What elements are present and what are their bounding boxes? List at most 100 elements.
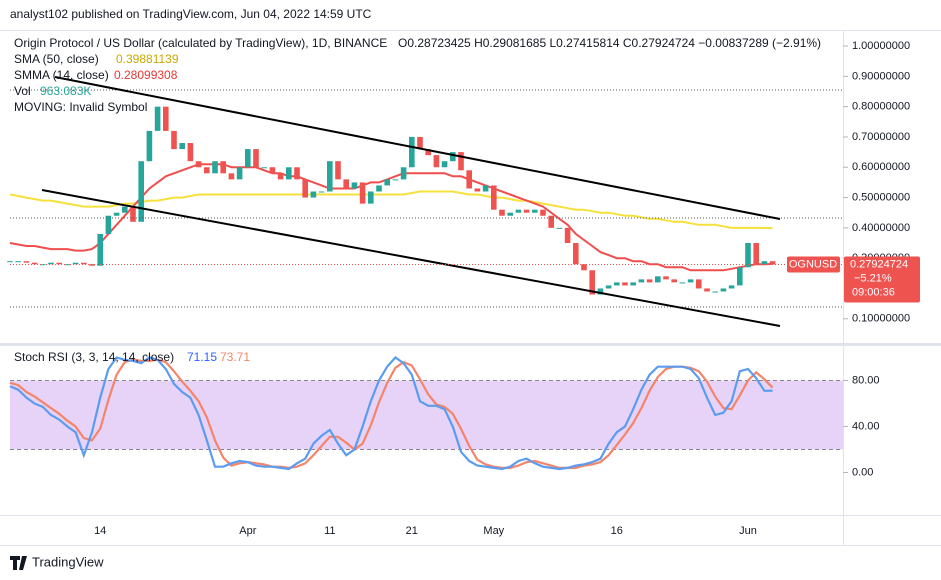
y-tick-label: 0.60000000	[852, 161, 910, 173]
candle	[491, 185, 497, 210]
time-axis-border	[0, 515, 941, 516]
candle	[204, 167, 210, 174]
candle	[236, 167, 243, 180]
candle	[646, 279, 653, 283]
candle	[753, 243, 759, 265]
x-tick-label: 11	[324, 525, 335, 537]
candle	[655, 276, 661, 283]
y-tick-label: 0.70000000	[852, 131, 910, 143]
logo	[10, 556, 27, 570]
stoch-line	[9, 356, 773, 471]
sma-value: 0.39881139	[116, 52, 179, 66]
candle	[466, 170, 472, 189]
candle	[343, 179, 349, 189]
symbol-box	[787, 256, 840, 273]
candle	[769, 261, 776, 265]
axis-border	[843, 30, 844, 545]
candle	[622, 282, 628, 286]
candle	[7, 261, 13, 263]
candle	[548, 215, 554, 228]
candle	[286, 167, 292, 180]
candle	[589, 270, 595, 295]
header: analyst102 published on TradingView.com,…	[10, 7, 372, 21]
stoch-line	[9, 358, 774, 470]
candle	[712, 291, 718, 293]
change-label: −5.21%	[854, 272, 892, 284]
note: MOVING: Invalid Symbol	[14, 100, 147, 114]
candle	[482, 185, 489, 192]
candle	[556, 227, 563, 229]
candle	[417, 136, 423, 150]
candle	[728, 285, 735, 289]
candle	[696, 279, 702, 289]
vol-name: Vol	[14, 84, 31, 98]
price-label: 0.27924724	[850, 258, 908, 270]
candle	[720, 288, 727, 292]
candle	[359, 182, 366, 204]
candle	[318, 191, 325, 193]
candle	[15, 261, 21, 263]
y-tick-label: 40.00	[852, 420, 880, 432]
brand: TradingView	[10, 554, 104, 570]
candle	[704, 288, 710, 292]
stoch-title: Stoch RSI (3, 3, 14, 14, close)	[14, 350, 174, 364]
x-tick-label: 14	[94, 525, 106, 537]
candle	[138, 161, 144, 222]
candle	[171, 130, 177, 150]
ma-line	[9, 163, 773, 272]
border	[0, 30, 941, 31]
x-tick-label: May	[483, 525, 504, 537]
candle	[335, 161, 341, 180]
candle	[425, 149, 431, 156]
candle	[368, 191, 374, 204]
candle	[400, 167, 407, 180]
ohlc: O0.28723425 H0.29081685 L0.27415814 C0.2…	[398, 36, 821, 50]
candle	[163, 106, 169, 131]
smma-name: SMMA (14, close)	[14, 68, 109, 82]
candle	[433, 155, 440, 168]
candle	[81, 262, 87, 265]
candle	[245, 149, 251, 168]
candle	[146, 130, 153, 162]
candle	[48, 262, 54, 265]
y-tick-label: 1.00000000	[852, 40, 910, 52]
y-tick-label: 0.00	[852, 466, 873, 478]
brand-name: TradingView	[32, 554, 104, 569]
candle	[638, 279, 645, 283]
candle	[261, 167, 267, 169]
plot	[7, 106, 843, 471]
smma-value: 0.28099308	[114, 68, 178, 82]
candle	[269, 167, 276, 174]
candle	[113, 212, 120, 216]
candle	[745, 243, 751, 268]
candle	[40, 264, 46, 266]
candle	[499, 209, 505, 216]
candle	[737, 267, 743, 286]
countdown: 09:00:36	[852, 286, 895, 298]
x-tick-label: Apr	[239, 525, 256, 537]
y-tick-label: 0.50000000	[852, 191, 910, 203]
channel-line	[41, 189, 781, 327]
candle	[228, 173, 235, 180]
candle	[409, 136, 415, 168]
candle	[614, 282, 620, 286]
candle	[532, 209, 538, 213]
y-tick-label: 0.90000000	[852, 70, 910, 82]
candle	[507, 212, 513, 216]
candle	[212, 161, 218, 174]
candle	[72, 262, 79, 265]
candle	[179, 143, 185, 150]
stoch-d-value: 73.71	[220, 350, 250, 364]
candle	[630, 282, 636, 286]
candle	[294, 167, 300, 180]
candle	[515, 209, 522, 213]
y-tick-label: 0.40000000	[852, 222, 910, 234]
candle	[97, 233, 103, 266]
x-tick-label: 21	[406, 525, 418, 537]
candle	[89, 264, 95, 266]
candle	[761, 261, 768, 265]
candle	[581, 264, 587, 271]
y-tick-label: 0.80000000	[852, 101, 910, 113]
